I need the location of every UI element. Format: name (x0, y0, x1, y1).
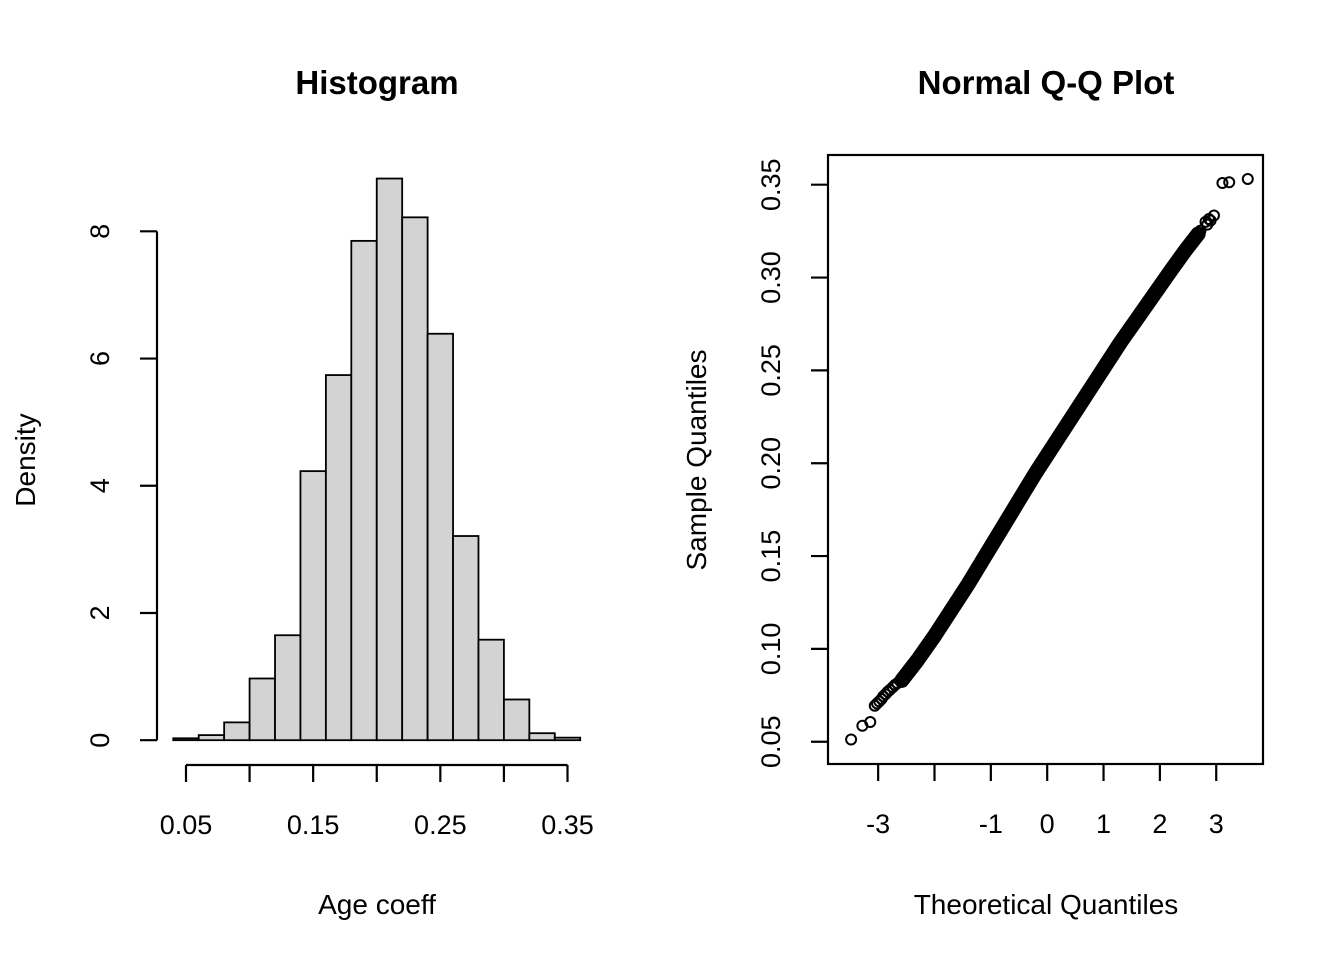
y-tick-label: 0.30 (756, 251, 786, 304)
histogram-bar (299, 470, 327, 742)
x-tick-label: -1 (979, 809, 1003, 839)
x-tick-label: -3 (866, 809, 890, 839)
x-tick-label: 0.05 (160, 810, 213, 840)
x-tick-label: 3 (1209, 809, 1224, 839)
qq-plot-title: Normal Q-Q Plot (918, 64, 1175, 101)
y-tick-label: 8 (85, 224, 115, 239)
y-tick-label: 4 (85, 478, 115, 493)
histogram-bar (223, 721, 251, 742)
histogram-ylabel: Density (10, 413, 41, 506)
qq-point-outlier (1223, 176, 1236, 189)
histogram-bar (401, 216, 429, 742)
x-tick-label: 0.25 (414, 810, 467, 840)
y-tick-label: 0.05 (756, 715, 786, 768)
qq-point-lower-tail (896, 672, 909, 685)
qq-point-outlier (1241, 172, 1254, 185)
histogram-bar (248, 677, 276, 742)
histogram-bar (172, 737, 200, 742)
qq-point-lower-tail (845, 733, 858, 746)
qq-plot-panel: Normal Q-Q Plot Theoretical Quantiles Sa… (672, 0, 1344, 960)
histogram-bar (426, 332, 454, 742)
qq-point-upper-tail (1191, 227, 1204, 240)
histogram-bar (503, 698, 531, 742)
plot-box (826, 153, 1265, 766)
qq-point-lower-tail (894, 674, 907, 687)
y-tick-label: 0.10 (756, 623, 786, 676)
y-tick-label: 0.20 (756, 437, 786, 490)
histogram-bar (274, 634, 302, 742)
histogram-bar (197, 734, 226, 742)
histogram-bar (528, 732, 556, 742)
x-tick-label: 2 (1152, 809, 1167, 839)
histogram-plot-area: 0 2 4 6 8 0.05 0.15 0.25 0.35 (85, 177, 594, 840)
x-tick-label: 0 (1040, 809, 1055, 839)
y-tick-label: 6 (85, 351, 115, 366)
histogram-bar (350, 239, 378, 742)
x-tick-label: 0.15 (287, 810, 340, 840)
qq-point-upper-tail (1194, 224, 1207, 237)
y-tick-label: 0.25 (756, 344, 786, 397)
qq-dense-band (894, 226, 1206, 688)
histogram-xlabel: Age coeff (318, 889, 436, 920)
x-tick-label: 1 (1096, 809, 1111, 839)
y-tick-label: 0 (85, 733, 115, 748)
qq-point-lower-tail (864, 716, 877, 729)
x-tick-label: 0.35 (541, 810, 594, 840)
histogram-svg: Histogram Age coeff Density 0 2 4 6 8 0.05 0.1… (10, 64, 594, 920)
qq-plot-ylabel: Sample Quantiles (681, 349, 712, 570)
qq-point-upper-tail (1207, 209, 1220, 222)
qq-plot-xlabel: Theoretical Quantiles (914, 889, 1179, 920)
qq-plot-area: -3 -1 0 1 2 3 0.05 0.10 0.15 0.20 0.25 0.30 0.35 (756, 153, 1265, 839)
qq-point-outlier (1216, 177, 1229, 190)
histogram-bar (477, 638, 505, 742)
histogram-title: Histogram (295, 64, 458, 101)
histogram-bar (324, 374, 353, 742)
y-tick-label: 0.35 (756, 158, 786, 211)
y-tick-label: 0.15 (756, 530, 786, 583)
histogram-panel: Histogram Age coeff Density 0 2 4 6 8 0.05 0.1… (0, 0, 672, 960)
y-tick-label: 2 (85, 605, 115, 620)
histogram-bar (553, 736, 582, 742)
histogram-bar (375, 177, 404, 742)
qq-plot-svg: Normal Q-Q Plot Theoretical Quantiles Sa… (681, 64, 1265, 920)
histogram-bar (452, 535, 480, 742)
